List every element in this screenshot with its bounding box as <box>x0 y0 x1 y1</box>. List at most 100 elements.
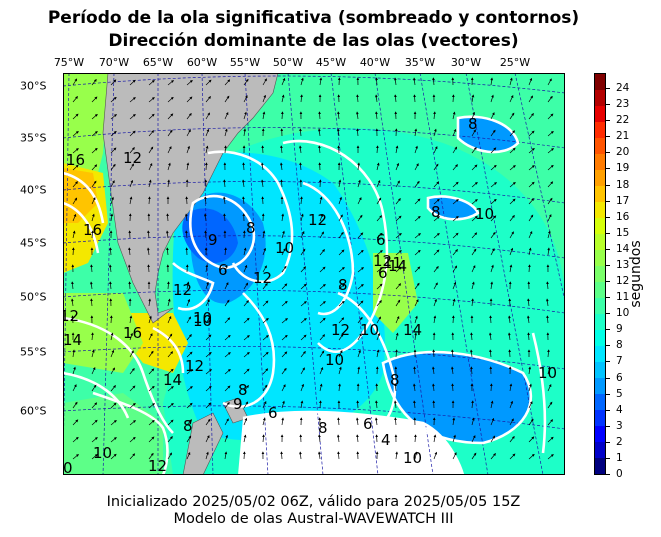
contour-label: 10 <box>193 312 212 330</box>
wave-vector <box>241 179 245 188</box>
wave-vector <box>471 265 476 273</box>
wave-vector <box>223 213 226 222</box>
wave-vector <box>110 349 115 358</box>
wave-vector <box>528 436 535 443</box>
wave-vector <box>318 111 321 120</box>
wave-vector <box>108 264 112 273</box>
wave-vector <box>110 385 116 392</box>
wave-vector <box>167 315 172 324</box>
wave-vector <box>91 349 95 358</box>
wave-vector <box>147 264 150 273</box>
wave-vector <box>357 214 363 222</box>
wave-vector <box>72 130 79 137</box>
wave-vector <box>91 78 97 86</box>
lat-label-50s: 50°S <box>20 290 47 304</box>
wave-vector <box>205 385 212 392</box>
wave-vector <box>509 400 513 409</box>
wave-vector <box>110 114 117 120</box>
wave-vector <box>262 351 269 358</box>
wave-vector <box>224 352 231 358</box>
wave-vector <box>262 300 269 307</box>
wave-vector <box>91 180 97 188</box>
wave-vector <box>507 332 511 341</box>
wave-vector <box>356 400 360 409</box>
wave-vector <box>376 266 383 273</box>
wave-vector <box>205 402 212 409</box>
contour-label: 8 <box>338 276 348 294</box>
wave-vector <box>281 230 285 239</box>
wave-vector <box>414 180 420 188</box>
wave-vector <box>395 180 400 188</box>
wave-vector <box>375 400 378 409</box>
contour-label: 12 <box>308 211 327 229</box>
wave-vector <box>547 383 552 392</box>
wave-vector <box>337 145 341 154</box>
wave-vector <box>243 78 249 86</box>
wave-vector <box>262 265 267 273</box>
wave-vector <box>357 333 362 341</box>
contour-label: 8 <box>246 219 256 237</box>
wave-vector <box>452 111 456 120</box>
wave-vector <box>148 179 152 188</box>
wave-vector <box>357 197 362 205</box>
sea-ice-area <box>238 411 463 475</box>
wave-vector <box>110 130 117 137</box>
wave-vector <box>148 368 155 375</box>
wave-vector <box>547 130 554 137</box>
wave-vector <box>186 316 191 324</box>
wave-vector <box>452 164 458 171</box>
period-field-sw-14s <box>63 293 143 373</box>
wave-vector <box>547 181 554 188</box>
wave-vector <box>72 96 78 103</box>
wave-vector <box>338 266 345 273</box>
wave-vector <box>90 264 93 273</box>
wave-vector <box>355 111 359 120</box>
wave-vector <box>186 129 191 137</box>
wave-vector <box>243 351 250 358</box>
lon-label-35w: 35°W <box>404 56 436 69</box>
wave-vector <box>224 79 231 86</box>
wave-vector <box>224 451 228 460</box>
wave-vector <box>509 418 514 426</box>
wave-period-map[interactable]: 16 16 8 8 10 12 6 8 10 12 9 6 12 11 10 1… <box>63 73 565 475</box>
contour-label: 10 <box>403 449 422 467</box>
wave-vector <box>166 213 169 222</box>
wave-vector <box>281 351 288 358</box>
period-field-west-17s <box>63 168 98 223</box>
contour-label: 10 <box>275 239 294 257</box>
wave-vector <box>281 318 288 324</box>
wave-vector <box>91 384 97 392</box>
wave-vector <box>186 145 190 154</box>
wave-vector <box>470 332 473 341</box>
wave-vector <box>167 436 173 443</box>
wave-vector <box>452 434 456 443</box>
wave-vector <box>110 147 117 154</box>
wave-vector <box>146 247 150 256</box>
wave-vector <box>509 383 513 392</box>
wave-vector <box>281 300 288 307</box>
wave-vector <box>281 400 285 409</box>
contour-label: 9 <box>208 231 218 249</box>
wave-vector <box>547 197 553 205</box>
wave-vector <box>319 400 322 409</box>
wave-vector <box>167 386 174 392</box>
wave-vector <box>242 451 246 460</box>
wave-vector <box>224 299 230 307</box>
wave-vector <box>281 367 287 375</box>
wave-vector <box>262 230 266 239</box>
colorbar-tick-mark <box>606 264 610 266</box>
wave-vector <box>281 334 288 341</box>
wave-vector <box>72 436 79 443</box>
wave-vector <box>186 298 191 307</box>
wave-vector <box>471 400 474 409</box>
wave-vector <box>167 419 174 426</box>
wave-vector <box>280 179 283 188</box>
colorbar-tick-label: 20 <box>616 146 630 159</box>
wave-vector <box>337 451 340 460</box>
wave-vector <box>490 198 497 205</box>
wave-vector <box>414 249 421 256</box>
wave-vector <box>414 266 421 273</box>
wave-vector <box>490 147 497 154</box>
wave-vector <box>300 196 303 205</box>
contour-label: 14 <box>163 371 182 389</box>
